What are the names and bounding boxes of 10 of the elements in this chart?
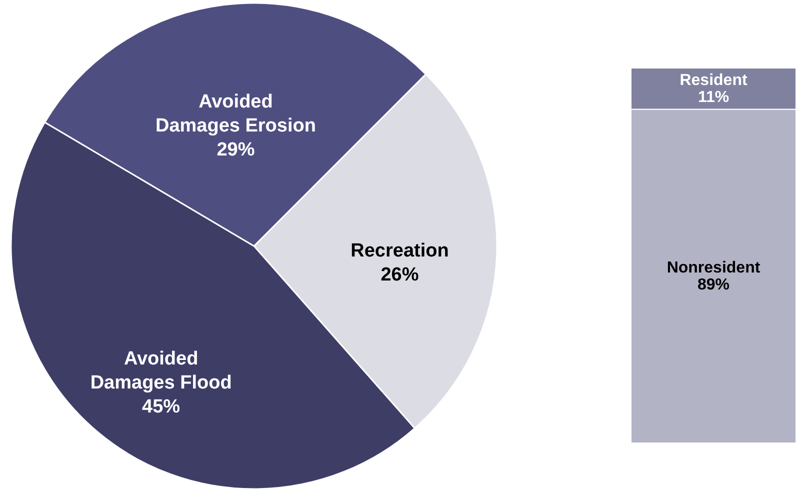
data-label: 45% <box>142 396 180 418</box>
series-label: Nonresident <box>666 260 761 277</box>
data-label: 26% <box>380 264 419 286</box>
slice-label: Avoided Damages Erosion <box>155 91 316 136</box>
slice-label: Avoided Damages Flood <box>90 348 232 394</box>
data-label: 89% <box>697 276 730 294</box>
data-label: 11% <box>698 89 730 106</box>
data-label: 29% <box>216 139 255 160</box>
series-label: Resident <box>680 72 748 90</box>
slice-label: Recreation <box>350 240 449 262</box>
